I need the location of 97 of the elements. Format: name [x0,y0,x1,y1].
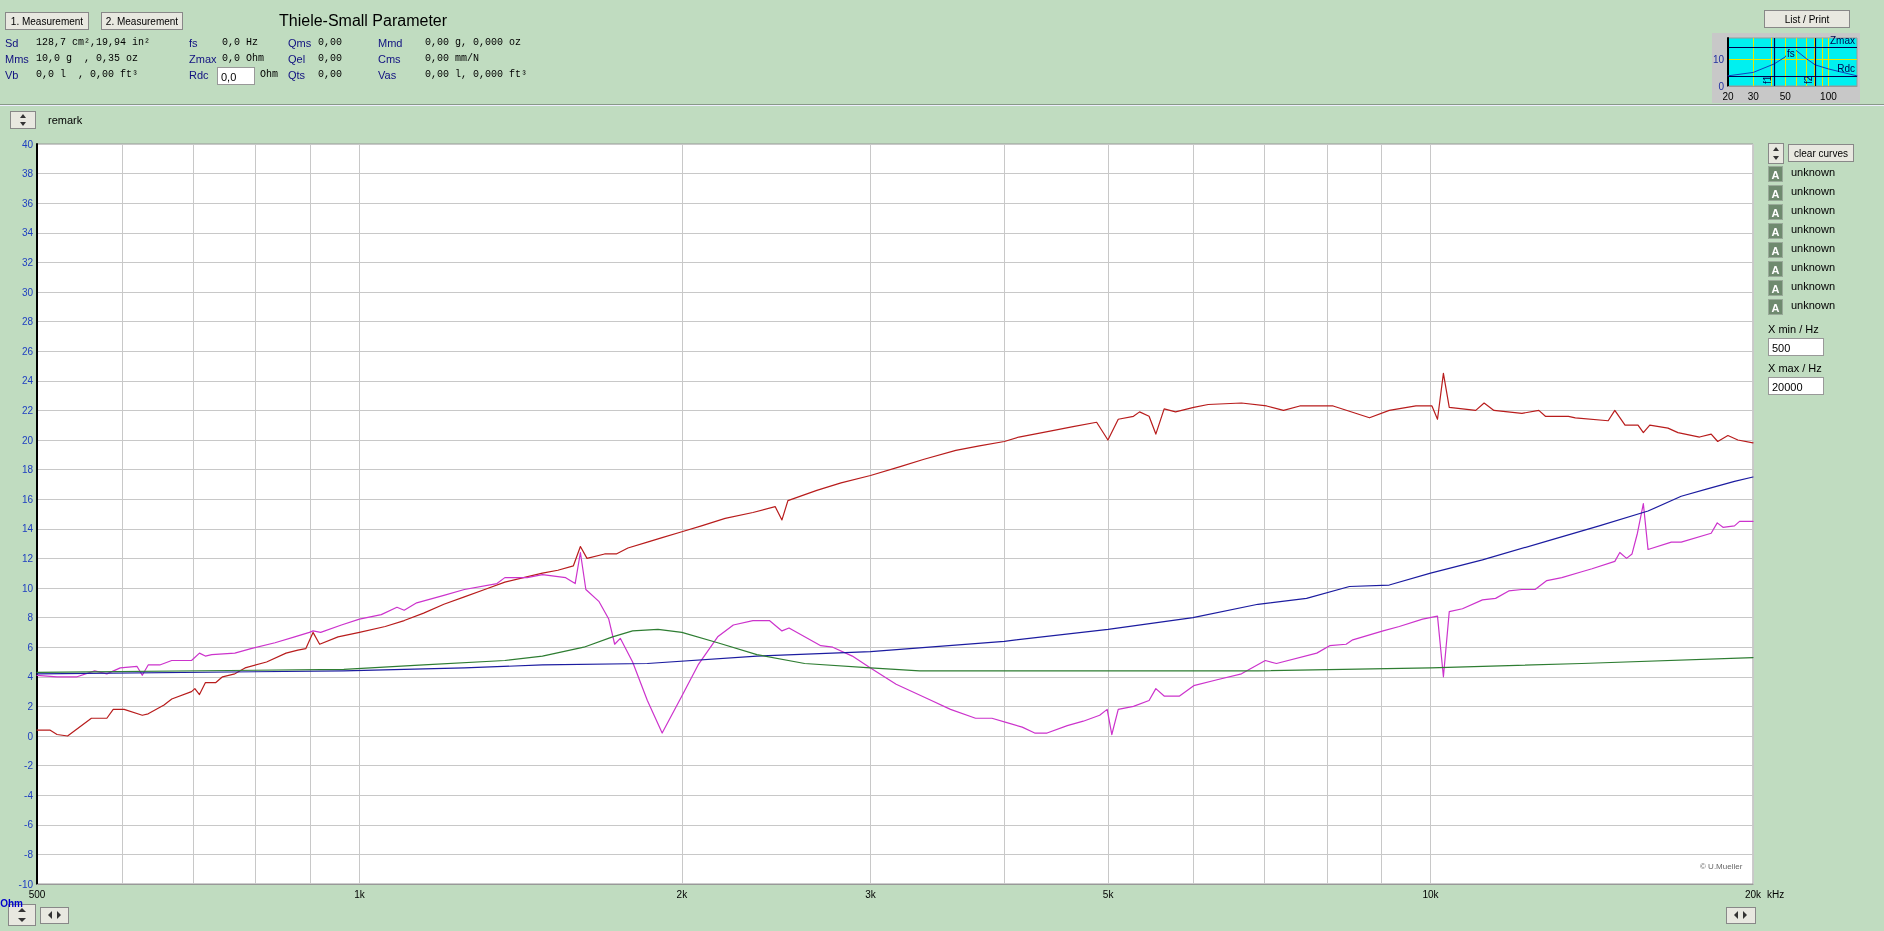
text: Ohm [260,69,279,80]
x-tick-label: 20k [1744,888,1763,900]
text: Qts [288,69,306,81]
text: unknown [1791,280,1836,292]
y-tick-label: 32 [21,256,34,268]
text: 0,00 [318,37,343,48]
text: 0,00 [318,69,343,80]
y-tick-label: -4 [24,789,34,801]
x-tick-label: 20 [1722,90,1734,102]
y-tick-label: 2 [27,700,34,712]
y-tick-label: 20 [21,434,34,446]
y-tick-label: -10 [18,878,34,890]
text: A [1768,299,1783,315]
text: 500 [1768,338,1824,356]
y-tick-label: 14 [21,523,34,535]
x-tick-label: 3k [865,888,877,900]
x-tick-label: 2k [676,888,689,900]
text: Zmax [189,53,217,65]
text: X max / Hz [1768,362,1822,374]
text: Cms [378,53,401,65]
y-tick-label: 6 [27,641,34,653]
x-tick-label: 1k [354,888,366,900]
text: 10,0 g , 0,35 oz [36,53,139,64]
ref-line-label: Rdc [1837,63,1855,75]
y-tick-label: 34 [21,227,34,239]
text: Vas [378,69,397,81]
annotation: © U.Mueller [1700,862,1743,871]
text: X min / Hz [1768,323,1819,335]
x-axis-title: kHz [1766,888,1785,900]
text: List / Print [1764,10,1850,28]
text: 128,7 cm²,19,94 in² [36,37,151,48]
text: unknown [1791,242,1836,254]
text: unknown [1791,223,1836,235]
y-tick-label: 10 [21,582,34,594]
text: Thiele-Small Parameter [279,12,448,30]
annotation: fs [1786,48,1796,59]
y-tick-label: 22 [21,404,34,416]
text: A [1768,166,1783,182]
y-tick-label: 26 [21,345,34,357]
text: Qms [288,37,312,49]
text: clear curves [1788,144,1854,162]
y-tick-label: 38 [21,168,34,180]
text: 0,0 [217,67,255,85]
y-tick-label: -8 [24,848,34,860]
text: A [1768,185,1783,201]
x-tick-label: 30 [1747,90,1760,102]
text: 0,00 l, 0,000 ft³ [425,69,528,80]
y-tick-label: 0 [1718,80,1725,92]
text: 1. Measurement [5,12,89,30]
text: A [1768,261,1783,277]
text: 0,0 Ohm [222,53,265,64]
text: fs [189,37,198,49]
y-axis-title: Ohm [0,898,24,910]
y-tick-label: 36 [21,197,34,209]
text: Vb [5,69,19,81]
x-tick-label: 500 [28,888,46,900]
text: Rdc [189,69,209,81]
text: A [1768,242,1783,258]
x-tick-label: 50 [1779,90,1792,102]
text: A [1768,223,1783,239]
text: 2. Measurement [101,12,183,30]
y-tick-label: 18 [21,464,34,476]
text: Mms [5,53,29,65]
text: A [1768,280,1783,296]
ref-line-label: f1 [1761,75,1773,84]
text: 0,0 l , 0,00 ft³ [36,69,139,80]
text: unknown [1791,261,1836,273]
text: A [1768,204,1783,220]
text: 0,00 g, 0,000 oz [425,37,522,48]
y-tick-label: -6 [24,819,34,831]
text: 0,00 mm/N [425,53,480,64]
y-tick-label: -2 [24,760,34,772]
y-tick-label: 16 [21,493,34,505]
x-tick-label: 100 [1820,90,1838,102]
y-tick-label: 28 [21,316,34,328]
text: unknown [1791,166,1836,178]
text: Mmd [378,37,403,49]
x-tick-label: 5k [1102,888,1115,900]
text: unknown [1791,204,1836,216]
y-tick-label: 0 [27,730,34,742]
y-tick-label: 12 [21,552,34,564]
ref-line-label: Zmax [1830,34,1855,46]
x-tick-label: 10k [1422,888,1440,900]
text: unknown [1791,299,1836,311]
y-tick-label: 30 [21,286,34,298]
text: 0,0 Hz [222,37,259,48]
y-tick-label: 10 [1712,53,1725,65]
text: unknown [1791,185,1836,197]
y-tick-label: 8 [27,612,34,624]
text: remark [48,114,83,126]
text: Qel [288,53,306,65]
text: Sd [5,37,19,49]
y-tick-label: 24 [21,375,34,387]
text: 20000 [1768,377,1824,395]
y-tick-label: 40 [21,138,34,150]
text: 0,00 [318,53,343,64]
y-tick-label: 4 [27,671,34,683]
